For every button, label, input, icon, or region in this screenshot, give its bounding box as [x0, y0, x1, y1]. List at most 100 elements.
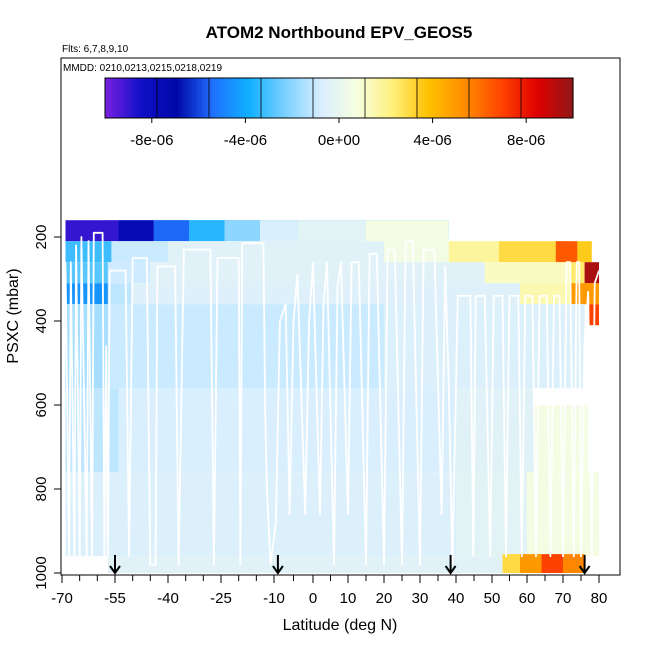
heatmap-cell [168, 241, 384, 263]
colorbar-swatch [552, 78, 557, 118]
colorbar-swatch [151, 78, 156, 118]
colorbar-swatch [208, 78, 213, 118]
colorbar-swatch [262, 78, 267, 118]
colorbar-swatch [222, 78, 226, 118]
colorbar-swatch [355, 78, 360, 118]
heatmap-cell [502, 554, 520, 573]
colorbar-swatch [171, 78, 176, 118]
heatmap-cell [448, 241, 499, 263]
colorbar-swatch [141, 78, 146, 118]
colorbar-swatch [405, 78, 410, 118]
colorbar-swatch [118, 78, 123, 118]
colorbar-swatch [238, 78, 243, 118]
colorbar-swatch [392, 78, 397, 118]
heatmap-cell [65, 472, 456, 557]
colorbar-swatch [328, 78, 333, 118]
x-tick-label: -70 [51, 590, 73, 607]
colorbar-swatch [245, 78, 250, 118]
profile-markers [109, 555, 591, 575]
colorbar-swatch [369, 78, 374, 118]
colorbar-swatch [148, 78, 153, 118]
flights-label: Flts: 6,7,8,9,10 [62, 44, 129, 55]
heatmap-cell [118, 220, 154, 242]
y-tick-label: 600 [33, 392, 50, 417]
colorbar-swatch [536, 78, 541, 118]
profile-marker-arrowhead [109, 565, 121, 575]
colorbar-swatch [225, 78, 230, 118]
x-tick-label: -40 [157, 590, 179, 607]
colorbar-swatch [429, 78, 434, 118]
heatmap-cell [366, 220, 449, 242]
colorbar-swatch [168, 78, 173, 118]
colorbar-swatch [335, 78, 340, 118]
colorbar-tick-label: 0e+00 [318, 132, 360, 149]
colorbar-swatch [318, 78, 323, 118]
profile-marker-arrowhead [578, 565, 591, 575]
profile-marker-arrowhead [272, 565, 284, 575]
colorbar-swatch [399, 78, 404, 118]
heatmap-cell [107, 556, 503, 573]
colorbar-swatch [509, 78, 514, 118]
colorbar-swatch [332, 78, 337, 118]
colorbar-swatch [191, 78, 196, 118]
colorbar-swatch [549, 78, 554, 118]
colorbar-swatch [308, 78, 313, 118]
colorbar-swatch [235, 78, 240, 118]
colorbar-swatch [285, 78, 290, 118]
colorbar-swatch [242, 78, 246, 118]
colorbar-swatch [569, 78, 574, 118]
colorbar-swatch [556, 78, 561, 118]
colorbar-swatch [268, 78, 273, 118]
colorbar-swatch [512, 78, 517, 118]
colorbar-swatch [131, 78, 136, 118]
colorbar-swatch [402, 78, 407, 118]
colorbar-swatch [342, 78, 347, 118]
colorbar-tick-label: -4e-06 [224, 132, 267, 149]
colorbar-swatch [201, 78, 206, 118]
colorbar-swatch [128, 78, 133, 118]
colorbar-swatch [516, 78, 521, 118]
heatmap-cell [107, 262, 151, 284]
colorbar-swatch [425, 78, 430, 118]
y-tick-label: 1000 [33, 556, 50, 589]
colorbar-swatch [362, 78, 367, 118]
heatmap-cell [65, 220, 119, 242]
colorbar-swatch [322, 78, 327, 118]
colorbar-swatch [559, 78, 564, 118]
colorbar-tick-label: -8e-06 [130, 132, 173, 149]
colorbar-swatch [456, 78, 460, 118]
colorbar-swatch [382, 78, 387, 118]
colorbar-swatch [379, 78, 384, 118]
colorbar-swatch [248, 78, 253, 118]
colorbar-swatch [539, 78, 544, 118]
heatmap-cell [224, 220, 260, 242]
heatmap-cell [259, 220, 298, 242]
colorbar-swatch [228, 78, 233, 118]
colorbar-swatch [506, 78, 511, 118]
colorbar-swatch [412, 78, 417, 118]
colorbar-swatch [532, 78, 537, 118]
x-tick-label: 30 [412, 590, 429, 607]
heatmap-cell [384, 304, 585, 389]
colorbar-swatch [529, 78, 534, 118]
colorbar-swatch [359, 78, 363, 118]
colorbar-swatch [385, 78, 390, 118]
y-tick-label: 200 [33, 224, 50, 249]
colorbar-swatch [445, 78, 450, 118]
colorbar-swatch [466, 78, 470, 118]
x-tick-label: 60 [519, 590, 536, 607]
colorbar-swatch [255, 78, 260, 118]
colorbar-swatch [482, 78, 487, 118]
profile-marker-arrowhead [444, 565, 457, 575]
colorbar-swatch [305, 78, 310, 118]
colorbar-swatch [479, 78, 484, 118]
heatmap-cell [107, 283, 133, 305]
colorbar-swatch [252, 78, 257, 118]
colorbar-swatch [472, 78, 477, 118]
chart-title: ATOM2 Northbound EPV_GEOS5 [206, 23, 473, 42]
colorbar-swatch [365, 78, 370, 118]
colorbar-swatch [422, 78, 427, 118]
colorbar-swatch [178, 78, 183, 118]
y-axis-label: PSXC (mbar) [5, 268, 22, 363]
